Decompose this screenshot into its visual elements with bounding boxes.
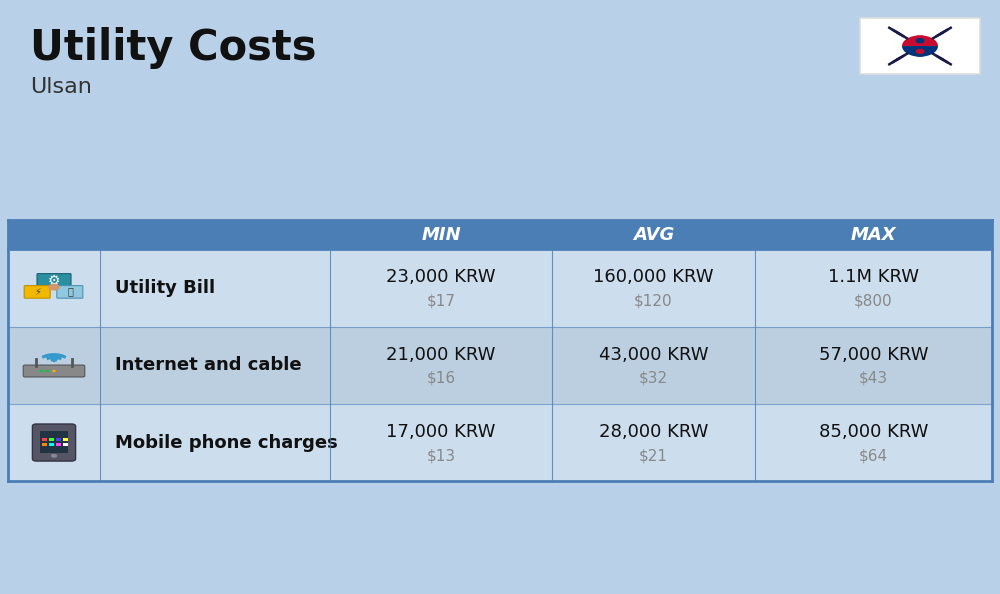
Text: MAX: MAX [851, 226, 896, 244]
Circle shape [52, 370, 56, 372]
Bar [100, 249, 330, 327]
Text: 43,000 KRW: 43,000 KRW [599, 346, 708, 364]
Bar [56, 438, 61, 441]
Bar [42, 438, 47, 441]
Bar [755, 249, 992, 327]
Text: Utility Costs: Utility Costs [30, 27, 316, 69]
Bar [42, 443, 47, 446]
Bar [63, 443, 68, 446]
Text: 17,000 KRW: 17,000 KRW [386, 423, 496, 441]
Circle shape [911, 46, 929, 57]
Circle shape [46, 370, 50, 372]
Text: MIN: MIN [421, 226, 461, 244]
Text: ⚡: ⚡ [34, 286, 41, 296]
Bar [100, 220, 330, 249]
Text: $43: $43 [859, 371, 888, 386]
FancyBboxPatch shape [860, 18, 980, 74]
Bar [330, 249, 552, 327]
Text: 💧: 💧 [67, 286, 73, 296]
Bar [755, 220, 992, 249]
Bar [330, 220, 552, 249]
Text: 160,000 KRW: 160,000 KRW [593, 268, 714, 286]
Text: $800: $800 [854, 293, 893, 309]
Text: 28,000 KRW: 28,000 KRW [599, 423, 708, 441]
Text: Internet and cable: Internet and cable [115, 356, 302, 374]
Text: 23,000 KRW: 23,000 KRW [386, 268, 496, 286]
FancyBboxPatch shape [40, 431, 68, 453]
Text: 21,000 KRW: 21,000 KRW [386, 346, 496, 364]
Wedge shape [902, 35, 938, 46]
Bar [552, 404, 755, 481]
Bar [330, 327, 552, 404]
Bar [755, 404, 992, 481]
Bar [8, 404, 100, 481]
Bar [49, 443, 54, 446]
Wedge shape [902, 46, 938, 57]
FancyBboxPatch shape [23, 365, 85, 377]
Circle shape [915, 38, 924, 43]
Bar [8, 249, 100, 327]
Bar [330, 404, 552, 481]
Text: $17: $17 [426, 293, 456, 309]
Text: Mobile phone charges: Mobile phone charges [115, 434, 338, 451]
Text: $21: $21 [639, 448, 668, 463]
Bar [49, 438, 54, 441]
FancyBboxPatch shape [57, 286, 83, 298]
Bar [8, 220, 100, 249]
Bar [63, 438, 68, 441]
Text: 85,000 KRW: 85,000 KRW [819, 423, 928, 441]
Text: $32: $32 [639, 371, 668, 386]
Bar [100, 327, 330, 404]
Bar [56, 443, 61, 446]
Circle shape [51, 454, 57, 458]
FancyBboxPatch shape [37, 274, 71, 287]
FancyBboxPatch shape [24, 286, 50, 298]
Text: 1.1M KRW: 1.1M KRW [828, 268, 919, 286]
Bar [552, 220, 755, 249]
Bar [100, 404, 330, 481]
Circle shape [39, 370, 43, 372]
Text: ⚙: ⚙ [48, 273, 60, 287]
Text: Ulsan: Ulsan [30, 77, 92, 97]
Text: $64: $64 [859, 448, 888, 463]
Text: $16: $16 [426, 371, 456, 386]
Circle shape [915, 49, 924, 54]
Bar [552, 327, 755, 404]
Text: 57,000 KRW: 57,000 KRW [819, 346, 928, 364]
Text: $120: $120 [634, 293, 673, 309]
Text: AVG: AVG [633, 226, 674, 244]
Text: Utility Bill: Utility Bill [115, 279, 215, 297]
Circle shape [48, 284, 60, 290]
Bar [8, 327, 100, 404]
Circle shape [911, 36, 929, 46]
Bar [755, 327, 992, 404]
Circle shape [53, 361, 55, 362]
FancyBboxPatch shape [32, 424, 76, 461]
Bar [552, 249, 755, 327]
Text: $13: $13 [426, 448, 456, 463]
